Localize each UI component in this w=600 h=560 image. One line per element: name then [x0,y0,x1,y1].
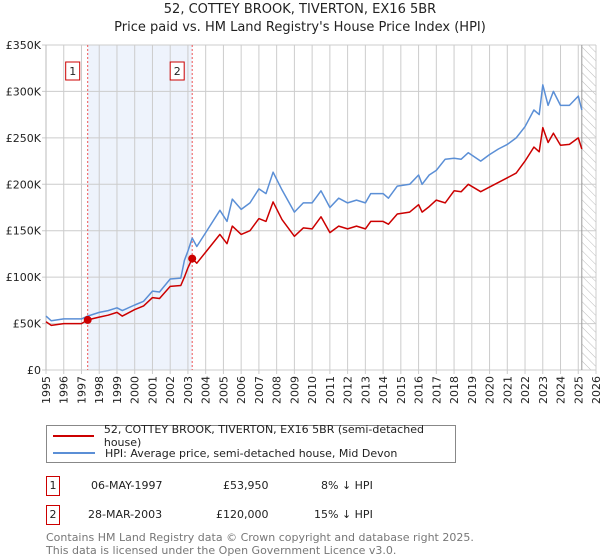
x-tick-label: 2005 [217,376,230,404]
transaction-row: 2 28-MAR-2003 £120,000 15% ↓ HPI [46,505,446,527]
legend: 52, COTTEY BROOK, TIVERTON, EX16 5BR (se… [46,423,456,463]
y-tick-label: £300K [6,85,42,98]
transaction-price: £120,000 [216,508,269,521]
y-tick-label: £100K [6,271,42,284]
x-tick-label: 2017 [430,376,443,404]
x-tick-label: 2024 [555,376,568,404]
sale-label-box [65,61,81,81]
transaction-delta: 8% ↓ HPI [321,479,373,492]
sale-point [83,315,92,324]
x-tick-label: 2009 [288,376,301,404]
y-tick-label: £350K [6,39,42,52]
x-tick-label: 2025 [572,376,585,404]
x-tick-label: 2022 [519,376,532,404]
sale-label: 2 [174,65,181,78]
ownership-period-shade [87,45,193,370]
x-tick-label: 2004 [200,376,213,404]
sale-label: 1 [69,65,76,78]
x-tick-label: 2011 [324,376,337,404]
x-tick-label: 2026 [590,376,600,404]
y-tick-label: £200K [6,178,42,191]
y-tick-label: £150K [6,225,42,238]
legend-item-property: 52, COTTEY BROOK, TIVERTON, EX16 5BR (se… [53,423,455,449]
transaction-date: 06-MAY-1997 [91,479,163,492]
x-tick-label: 2014 [377,376,390,404]
transaction-row: 1 06-MAY-1997 £53,950 8% ↓ HPI [46,476,446,498]
x-tick-label: 1997 [75,376,88,404]
footer-copyright: Contains HM Land Registry data © Crown c… [46,531,474,544]
x-tick-label: 2008 [271,376,284,404]
x-tick-label: 1998 [93,376,106,404]
x-tick-label: 1995 [40,376,53,404]
y-tick-label: £250K [6,132,42,145]
x-tick-label: 2003 [182,376,195,404]
x-tick-label: 2016 [413,376,426,404]
legend-label: HPI: Average price, semi-detached house,… [105,446,398,460]
sale-label-box [169,61,185,81]
transaction-date: 28-MAR-2003 [88,508,163,521]
x-tick-label: 2020 [484,376,497,404]
y-tick-label: £0 [27,364,41,377]
transaction-price: £53,950 [223,479,269,492]
footer: Contains HM Land Registry data © Crown c… [46,531,474,557]
x-tick-label: 2023 [537,376,550,404]
x-tick-label: 2006 [235,376,248,404]
x-tick-label: 2013 [359,376,372,404]
y-tick-label: £50K [13,318,42,331]
x-tick-label: 2000 [129,376,142,404]
chart-subtitle: Price paid vs. HM Land Registry's House … [114,20,486,35]
x-tick-label: 2010 [306,376,319,404]
legend-label: 52, COTTEY BROOK, TIVERTON, EX16 5BR (se… [103,423,424,449]
footer-licence: This data is licensed under the Open Gov… [46,544,397,557]
transaction-marker: 1 [46,476,60,496]
legend-swatch-red [53,435,94,437]
x-tick-label: 2019 [466,376,479,404]
x-tick-label: 2015 [395,376,408,404]
x-tick-label: 2007 [253,376,266,404]
series-line [45,84,583,322]
transaction-marker: 2 [46,505,60,525]
x-tick-label: 2018 [448,376,461,404]
x-tick-label: 2021 [501,376,514,404]
sale-point [188,254,197,263]
price-chart: 1995 1996 1997 1998 1999 2000 2001 2002 2003 2004… [6,39,600,404]
legend-swatch-blue [53,452,95,454]
series-line [45,126,583,327]
x-tick-label: 1996 [58,376,71,404]
chart-title: 52, COTTEY BROOK, TIVERTON, EX16 5BR [163,2,437,17]
x-tick-label: 2012 [342,376,355,404]
transaction-delta: 15% ↓ HPI [314,508,373,521]
legend-item-hpi: HPI: Average price, semi-detached house,… [53,445,397,461]
x-tick-label: 1999 [111,376,124,404]
x-tick-label: 2002 [164,376,177,404]
forecast-hatch [581,45,596,370]
x-tick-label: 2001 [146,376,159,404]
